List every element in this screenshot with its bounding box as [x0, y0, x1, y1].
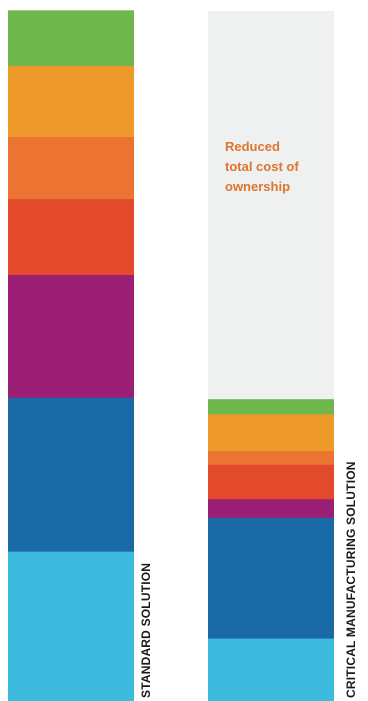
- bar-segment-2-7: [208, 398, 334, 415]
- savings-annotation: Reduced total cost of ownership: [225, 139, 299, 194]
- bar-segment-2-1: [208, 638, 334, 701]
- category-label-2: CRITICAL MANUFACTURING SOLUTION: [344, 461, 358, 698]
- savings-annotation-line: ownership: [225, 179, 290, 194]
- bar-segment-2-6: [208, 413, 334, 451]
- bar-segment-1-2: [8, 397, 134, 552]
- bar-segment-2-2: [208, 517, 334, 639]
- bar-segment-1-7: [8, 10, 134, 66]
- bar-segment-1-3: [8, 274, 134, 398]
- bar-segment-1-1: [8, 551, 134, 701]
- bar-segment-1-6: [8, 65, 134, 137]
- bar-segment-2-4: [208, 464, 334, 500]
- category-label-1: STANDARD SOLUTION: [139, 563, 153, 698]
- savings-annotation-line: Reduced: [225, 139, 280, 154]
- bar-segment-1-4: [8, 198, 134, 275]
- bar-segment-2-5: [208, 450, 334, 465]
- savings-segment: [208, 11, 334, 400]
- bar-segment-2-3: [208, 498, 334, 518]
- savings-annotation-line: total cost of: [225, 159, 299, 174]
- bar-segment-1-5: [8, 136, 134, 200]
